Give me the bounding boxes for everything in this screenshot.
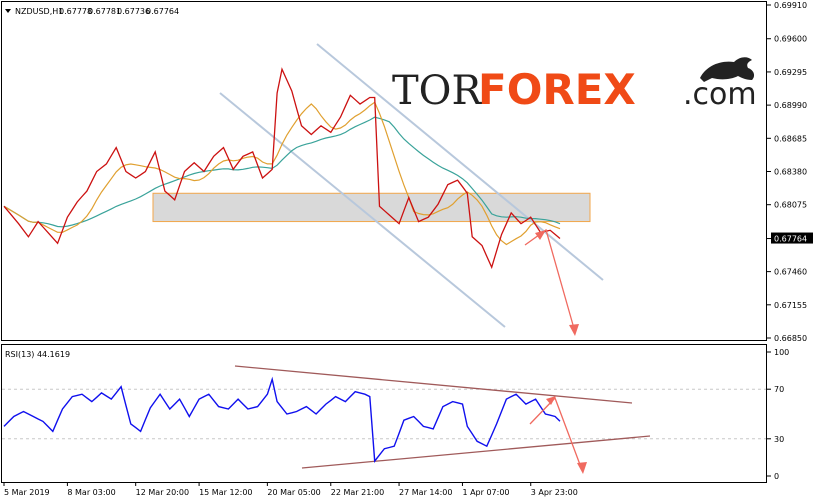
collapse-triangle-icon[interactable] (5, 9, 11, 13)
price-axis-label: 0.68685 (774, 134, 807, 143)
price-axis-label: 0.68075 (774, 201, 807, 210)
logo-text-forex: FOREX (478, 65, 636, 114)
rsi-forecast-path (529, 396, 583, 471)
current-price-box (771, 232, 813, 244)
price-line (3, 67, 561, 270)
rsi-axis-label: 100 (774, 348, 789, 357)
rsi-axis-label: 30 (774, 435, 784, 444)
ohlc-high: 0.67781 (88, 7, 121, 16)
axes: 0.69910 0.69600 0.69295 0.68990 0.68685 0.683… (3, 1, 813, 497)
forecast-arrowhead-down (569, 324, 579, 336)
rsi-axis-label: 0 (774, 472, 779, 481)
rsi-forecast-arrowhead-up (546, 396, 556, 405)
rsi-panel (2, 365, 766, 474)
rsi-lower-trendline (301, 435, 651, 469)
price-header: NZDUSD,H1 0.67778 0.67781 0.67736 0.6776… (5, 7, 179, 16)
rsi-header: RSI(13) 44.1619 (5, 350, 70, 359)
price-axis-label: 0.67155 (774, 301, 807, 310)
rsi-forecast-arrowhead-down (577, 462, 587, 474)
rsi-axis-label: 70 (774, 385, 784, 394)
torforex-logo: TOR FOREX .com (392, 57, 757, 114)
x-axis-label: 27 Mar 14:00 (399, 488, 452, 497)
x-axis-label: 20 Mar 05:00 (267, 488, 320, 497)
x-axis-label: 1 Apr 07:00 (462, 488, 509, 497)
x-axis-label: 15 Mar 12:00 (199, 488, 252, 497)
x-axis-label: 8 Mar 03:00 (67, 488, 115, 497)
slow-ma-line (3, 116, 561, 228)
price-axis-label: 0.69295 (774, 68, 807, 77)
rsi-line (3, 376, 561, 463)
price-axis-label: 0.68990 (774, 101, 807, 110)
fast-ma-line (3, 101, 561, 246)
logo-text-tor: TOR (392, 68, 483, 114)
forecast-arrowhead-up (535, 230, 546, 240)
rsi-panel-frame (1, 344, 767, 483)
price-axis-label: 0.69600 (774, 35, 807, 44)
x-axis-label: 22 Mar 21:00 (331, 488, 384, 497)
bull-icon (700, 57, 755, 82)
x-axis-label: 12 Mar 20:00 (136, 488, 189, 497)
price-axis-label: 0.68380 (774, 168, 807, 177)
price-axis-label: 0.66850 (774, 334, 807, 343)
symbol-label: NZDUSD,H1 (15, 7, 63, 16)
price-axis-label: 0.69910 (774, 1, 807, 10)
logo-text-com: .com (683, 77, 757, 112)
price-panel-frame (1, 1, 767, 341)
channel-lower-line (219, 92, 506, 328)
ohlc-open: 0.67778 (59, 7, 92, 16)
ohlc-close: 0.67764 (146, 7, 179, 16)
x-axis-label: 5 Mar 2019 (4, 488, 50, 497)
current-price-label: 0.67764 (774, 235, 807, 244)
price-axis-label: 0.67460 (774, 268, 807, 277)
channel-upper-line (316, 43, 604, 281)
x-axis-label: 3 Apr 23:00 (531, 488, 578, 497)
ohlc-low: 0.67736 (117, 7, 150, 16)
price-panel (3, 43, 604, 336)
rsi-upper-trendline (234, 365, 633, 404)
